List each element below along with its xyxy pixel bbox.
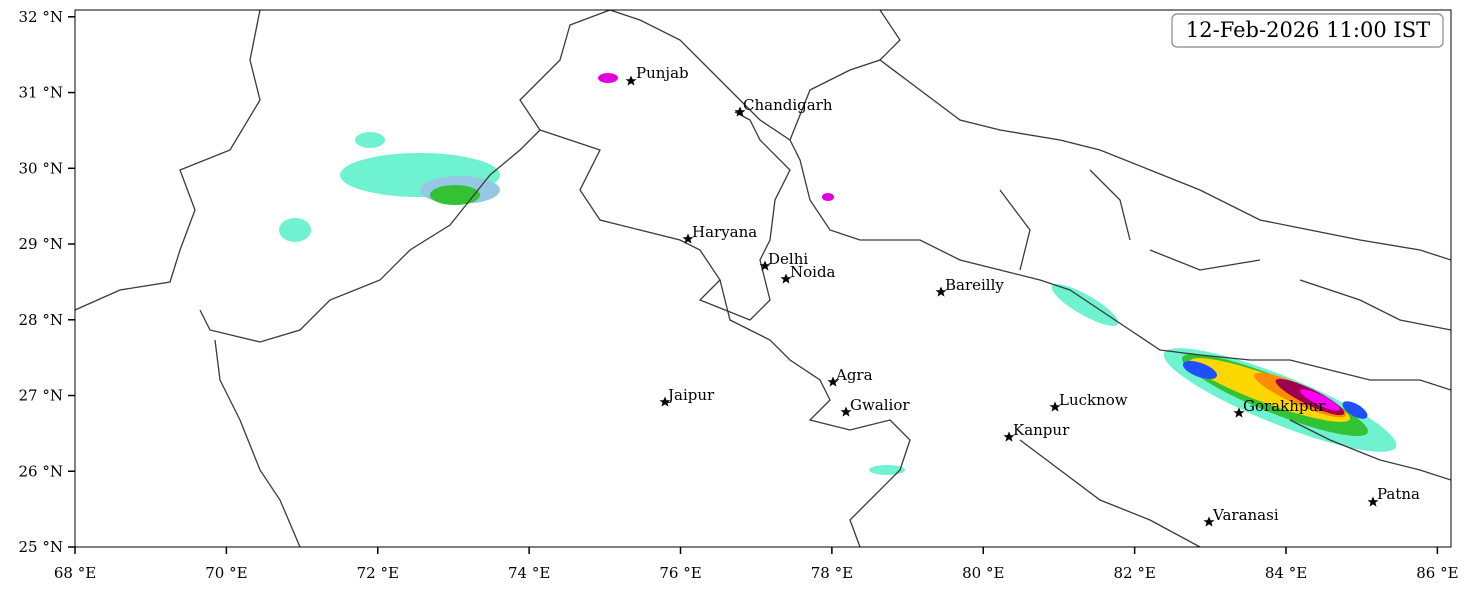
city-label: Bareilly — [945, 276, 1004, 294]
axes: 68 °E 70 °E 72 °E 74 °E 76 °E 78 °E 80 °E 82 °E… — [19, 8, 1459, 582]
city-label: Haryana — [692, 223, 757, 241]
x-tick-label: 86 °E — [1416, 564, 1458, 582]
map-area — [75, 10, 1451, 547]
city-label: Delhi — [768, 250, 808, 268]
y-tick-label: 26 °N — [19, 462, 63, 480]
city-label: Punjab — [636, 64, 689, 82]
precipitation — [279, 73, 1397, 475]
map-frame — [74, 9, 1452, 548]
y-tick-label: 25 °N — [19, 538, 63, 556]
y-tick-label: 30 °N — [19, 159, 63, 177]
city-label: Kanpur — [1013, 421, 1070, 439]
y-tick-label: 27 °N — [19, 387, 63, 405]
y-tick-label: 29 °N — [19, 235, 63, 253]
city-marker — [625, 75, 637, 86]
timestamp: 12-Feb-2026 11:00 IST — [1186, 18, 1430, 42]
city-label: Varanasi — [1212, 506, 1279, 524]
x-tick-label: 82 °E — [1113, 564, 1155, 582]
city-label: Lucknow — [1059, 391, 1128, 409]
y-tick-label: 31 °N — [19, 84, 63, 102]
cities: Punjab Chandigarh Haryana Delhi Noida Ba… — [625, 64, 1420, 527]
city-label: Jaipur — [666, 386, 715, 404]
x-tick-label: 80 °E — [962, 564, 1004, 582]
x-tick-label: 68 °E — [54, 564, 96, 582]
x-tick-label: 72 °E — [357, 564, 399, 582]
city-label: Agra — [835, 366, 873, 384]
city-label: Gorakhpur — [1243, 397, 1326, 415]
city-label: Chandigarh — [743, 96, 833, 114]
y-tick-label: 28 °N — [19, 311, 63, 329]
timestamp-box — [1171, 13, 1444, 48]
x-tick-label: 74 °E — [508, 564, 550, 582]
city-label: Gwalior — [850, 396, 910, 414]
city-label: Patna — [1377, 485, 1420, 503]
x-tick-label: 76 °E — [659, 564, 701, 582]
x-tick-label: 78 °E — [811, 564, 853, 582]
city-label: Noida — [790, 263, 836, 281]
y-tick-label: 32 °N — [19, 8, 63, 26]
x-tick-label: 70 °E — [205, 564, 247, 582]
boundaries — [75, 10, 1451, 547]
x-tick-label: 84 °E — [1265, 564, 1307, 582]
